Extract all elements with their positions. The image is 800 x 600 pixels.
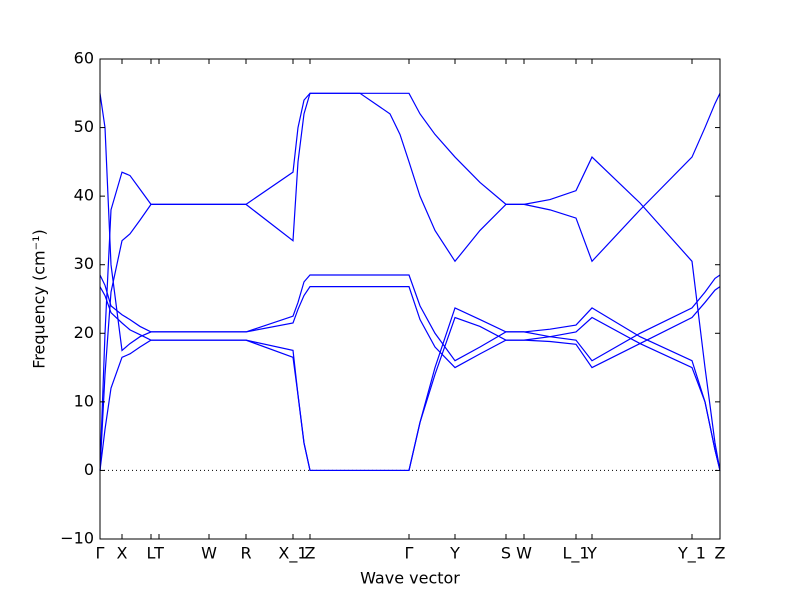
x-tick-label: W [516,544,532,563]
y-tick-label: 30 [74,254,94,273]
x-tick-label: Y_1 [677,544,706,564]
band-line [99,274,721,471]
y-axis-label: Frequency (cm⁻¹) [30,229,49,368]
band-line [99,274,721,472]
band-line [99,92,721,471]
y-tick-label: 40 [74,186,94,205]
y-tick-label: 50 [74,117,94,136]
x-tick-label: Γ [405,544,414,563]
y-tick-label: 20 [74,323,94,342]
x-tick-label: W [201,544,217,563]
y-tick-label: −10 [60,529,94,548]
y-tick-label: 60 [74,49,94,68]
x-tick-label: S [501,544,511,563]
band-line [99,92,721,471]
y-tick-label: 10 [74,391,94,410]
x-tick-label: L_1 [562,544,589,564]
plot-frame [99,58,721,540]
x-tick-label: R [240,544,251,563]
x-tick-label: X [117,544,128,563]
band-line [99,93,721,471]
x-tick-label: L [147,544,156,563]
x-tick-label: X_1 [278,544,307,564]
x-tick-label: Z [715,544,726,563]
x-tick-label: Γ [96,544,105,563]
x-axis-label: Wave vector [360,569,460,588]
x-tick-label: Y [449,544,460,563]
x-tick-label: T [153,544,164,563]
band-line [99,286,721,472]
x-tick-label: Z [305,544,316,563]
y-tick-label: 0 [84,460,94,479]
x-tick-label: Y [586,544,597,563]
